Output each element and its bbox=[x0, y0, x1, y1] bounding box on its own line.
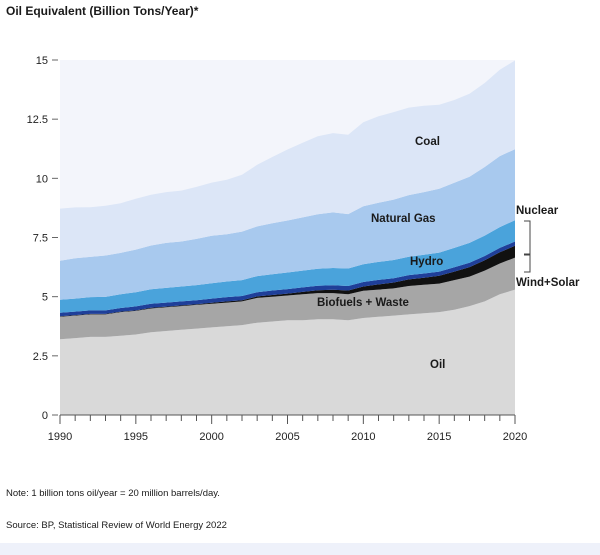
area-coal bbox=[60, 60, 515, 261]
y-tick-label: 10 bbox=[36, 173, 48, 185]
chart-title: Oil Equivalent (Billion Tons/Year)* bbox=[6, 4, 199, 18]
area-oil bbox=[60, 289, 515, 415]
band-labels: Coal Natural Gas Hydro Biofuels + Waste … bbox=[317, 136, 580, 371]
y-tick-label: 2.5 bbox=[33, 351, 48, 363]
label-hydro: Hydro bbox=[410, 256, 443, 268]
stacked-area-chart: 0 2.5 5 7.5 10 12.5 15 1990 1995 2000 2005 2010 201… bbox=[27, 55, 580, 443]
label-coal: Coal bbox=[415, 136, 440, 148]
y-axis: 0 2.5 5 7.5 10 12.5 15 bbox=[27, 55, 58, 422]
label-natural-gas: Natural Gas bbox=[371, 213, 436, 225]
area-series-group bbox=[60, 60, 515, 415]
label-wind-solar: Wind+Solar bbox=[516, 277, 580, 289]
area-biofuels-waste bbox=[60, 257, 515, 340]
x-axis: 1990 1995 2000 2005 2010 2015 2020 bbox=[48, 414, 527, 443]
x-tick-label: 2015 bbox=[427, 431, 451, 443]
x-tick-label: 2005 bbox=[275, 431, 299, 443]
x-tick-label: 2000 bbox=[199, 431, 223, 443]
y-tick-label: 7.5 bbox=[33, 233, 48, 245]
x-tick-label: 2010 bbox=[351, 431, 375, 443]
chart-source: Source: BP, Statistical Review of World … bbox=[6, 520, 227, 531]
bottom-strip bbox=[0, 543, 600, 555]
area-natural-gas bbox=[60, 149, 515, 300]
label-biofuels-waste: Biofuels + Waste bbox=[317, 297, 409, 309]
y-tick-label: 15 bbox=[36, 55, 48, 67]
y-tick-label: 5 bbox=[42, 292, 48, 304]
label-oil: Oil bbox=[430, 359, 445, 371]
y-tick-label: 0 bbox=[42, 410, 48, 422]
label-nuclear: Nuclear bbox=[516, 205, 559, 217]
nuclear-bracket bbox=[524, 220, 531, 255]
y-tick-label: 12.5 bbox=[27, 114, 48, 126]
x-tick-label: 1995 bbox=[124, 431, 148, 443]
chart-note: Note: 1 billion tons oil/year = 20 milli… bbox=[6, 488, 220, 499]
x-tick-label: 2020 bbox=[503, 431, 527, 443]
area-wind-solar bbox=[60, 245, 515, 317]
area-hydro bbox=[60, 220, 515, 313]
x-tick-label: 1990 bbox=[48, 431, 72, 443]
chart-area: 0 2.5 5 7.5 10 12.5 15 1990 1995 2000 2005 2010 201… bbox=[27, 55, 580, 443]
wind-solar-bracket bbox=[524, 254, 531, 273]
